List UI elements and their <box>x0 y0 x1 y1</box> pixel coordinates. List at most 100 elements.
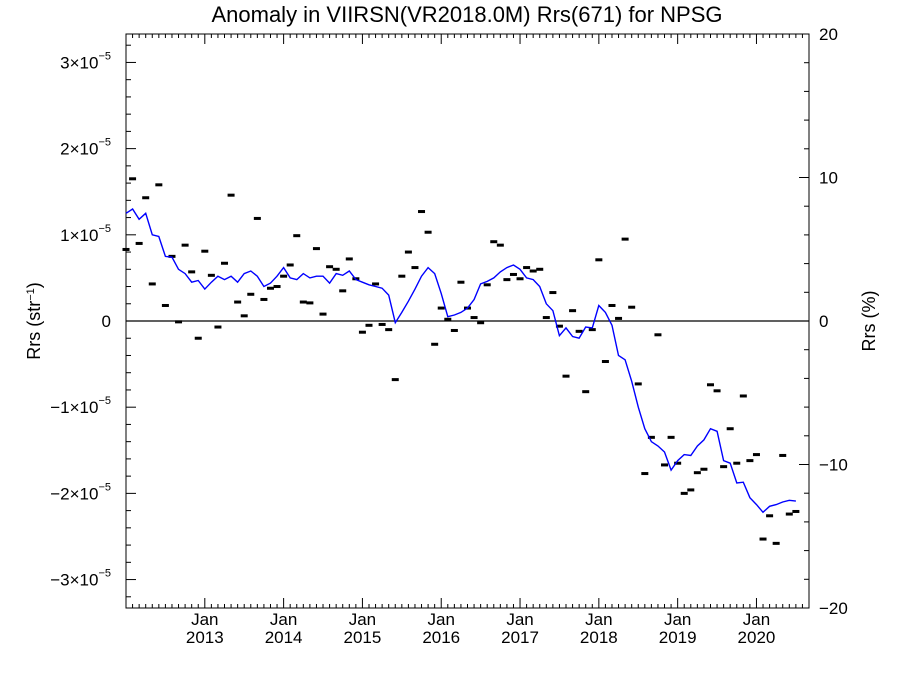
anomaly-point <box>194 336 202 340</box>
anomaly-point <box>575 329 583 333</box>
anomaly-point <box>122 247 130 251</box>
anomaly-point <box>693 471 701 475</box>
anomaly-point <box>319 312 327 316</box>
anomaly-point <box>234 300 242 304</box>
anomaly-point <box>733 461 741 465</box>
anomaly-point <box>385 328 393 332</box>
anomaly-point <box>739 394 747 398</box>
anomaly-point <box>746 459 754 463</box>
anomaly-point <box>680 491 688 495</box>
anomaly-point <box>175 320 183 324</box>
y-left-tick-labels: 3×10−5 2×10−5 1×10−5 0 −1×10−5 −2×10−5 −3×10−5 <box>50 50 111 589</box>
anomaly-point <box>509 272 517 276</box>
anomaly-point <box>418 210 426 214</box>
anomaly-point <box>654 333 662 337</box>
anomaly-point <box>339 289 347 293</box>
anomaly-point <box>299 300 307 304</box>
anomaly-point <box>431 342 439 346</box>
anomaly-point <box>615 316 623 320</box>
y-right-tick-labels: 20 10 0 −10 −20 <box>819 25 848 618</box>
anomaly-point <box>358 330 366 334</box>
anomaly-point <box>569 309 577 313</box>
anomaly-point <box>273 285 281 289</box>
anomaly-point <box>490 240 498 244</box>
anomaly-point <box>700 467 708 471</box>
anomaly-point <box>221 261 229 265</box>
anomaly-points <box>122 177 800 545</box>
smoothed-anomaly-line <box>125 208 796 514</box>
anomaly-point <box>326 265 334 269</box>
anomaly-point <box>601 360 609 364</box>
anomaly-point <box>457 280 465 284</box>
anomaly-point <box>496 243 504 247</box>
y-axis-label-left: Rrs (str−1) <box>24 282 44 360</box>
anomaly-point <box>562 374 570 378</box>
x-tick-label-year: 2018 <box>580 628 618 647</box>
anomaly-point <box>280 274 288 278</box>
x-tick-label-year: 2015 <box>344 628 382 647</box>
x-tick-label-month: Jan <box>428 610 455 629</box>
anomaly-point <box>227 193 235 197</box>
anomaly-point <box>437 306 445 310</box>
x-tick-label-month: Jan <box>191 610 218 629</box>
anomaly-point <box>720 465 728 469</box>
anomaly-point <box>549 291 557 295</box>
y-left-tick-label: 0 <box>102 312 111 331</box>
anomaly-point <box>378 322 386 326</box>
anomaly-point <box>523 266 531 270</box>
y-left-tick-label: −2×10−5 <box>50 481 111 503</box>
anomaly-point <box>404 250 412 254</box>
anomaly-point <box>312 247 320 251</box>
anomaly-point <box>286 263 294 267</box>
anomaly-point <box>161 303 169 307</box>
anomaly-point <box>477 321 485 325</box>
anomaly-point <box>253 216 261 220</box>
anomaly-point <box>713 389 721 393</box>
anomaly-point <box>129 177 137 181</box>
y-right-tick-label: −20 <box>819 599 848 618</box>
anomaly-point <box>779 453 787 457</box>
anomaly-point <box>667 435 675 439</box>
anomaly-point <box>785 512 793 516</box>
anomaly-point <box>345 257 353 261</box>
anomaly-point <box>752 453 760 457</box>
anomaly-point <box>444 317 452 321</box>
x-tick-label-month: Jan <box>506 610 533 629</box>
anomaly-point <box>391 378 399 382</box>
anomaly-point <box>424 230 432 234</box>
anomaly-point <box>529 269 537 273</box>
x-tick-label-month: Jan <box>270 610 297 629</box>
anomaly-point <box>201 249 209 253</box>
anomaly-point <box>266 286 274 290</box>
x-tick-label-year: 2019 <box>659 628 697 647</box>
anomaly-point <box>641 472 649 476</box>
x-tick-label-year: 2014 <box>265 628 303 647</box>
anomaly-point <box>306 301 314 305</box>
x-tick-label-month: Jan <box>585 610 612 629</box>
anomaly-point <box>332 267 340 271</box>
x-tick-labels: Jan2013Jan2014Jan2015Jan2016Jan2017Jan20… <box>186 610 775 647</box>
anomaly-point <box>411 266 419 270</box>
anomaly-point <box>260 297 268 301</box>
x-tick-label-year: 2020 <box>738 628 776 647</box>
anomaly-point <box>772 541 780 545</box>
axis-ticks <box>125 33 810 609</box>
anomaly-point <box>142 196 150 200</box>
anomaly-point <box>516 277 524 281</box>
anomaly-point <box>706 383 714 387</box>
y-left-tick-label: −1×10−5 <box>50 395 111 417</box>
y-right-tick-label: 20 <box>819 25 838 44</box>
x-tick-label-month: Jan <box>743 610 770 629</box>
y-left-tick-label: −3×10−5 <box>50 568 111 590</box>
anomaly-point <box>148 282 156 286</box>
y-right-tick-label: 0 <box>819 312 828 331</box>
anomaly-point <box>588 328 596 332</box>
anomaly-point <box>483 283 491 287</box>
anomaly-point <box>759 537 767 541</box>
x-tick-label-year: 2016 <box>422 628 460 647</box>
y-left-tick-label: 1×10−5 <box>60 223 111 245</box>
anomaly-point <box>372 282 380 286</box>
anomaly-point <box>398 274 406 278</box>
anomaly-point <box>608 303 616 307</box>
